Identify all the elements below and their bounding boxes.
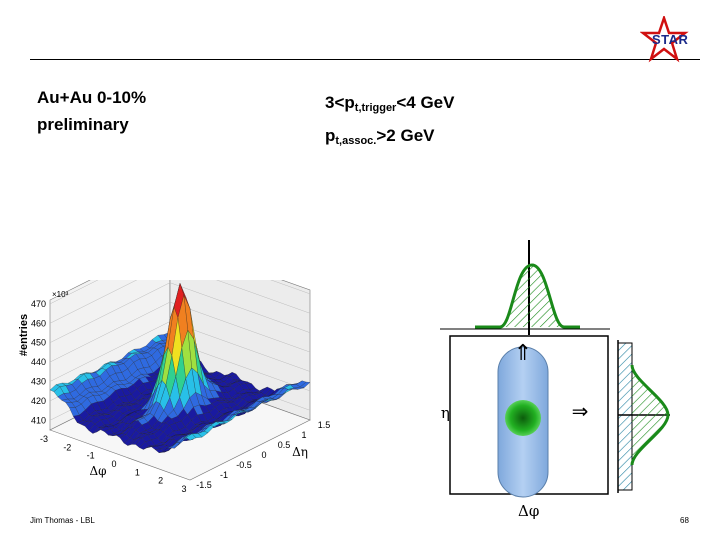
y-tick-label: -1 [220, 470, 228, 480]
z-axis-label: #entries [18, 314, 30, 356]
y-tick-label: 0 [261, 450, 266, 460]
page-number: 68 [680, 516, 689, 525]
z-tick-label: 410 [31, 415, 46, 425]
y-tick-label: -1.5 [196, 480, 212, 490]
phi-side-strip [617, 342, 633, 491]
y-tick-label: 1 [301, 430, 306, 440]
footer-author: Jim Thomas - LBL [30, 516, 95, 525]
z-gridline [49, 280, 311, 324]
z-tick-label: 420 [31, 396, 46, 406]
correlation-schematic-diagram: ⇑ ⇒ Δη Δφ [440, 240, 670, 520]
z-tick-label: 470 [31, 299, 46, 309]
z-tick-label: 430 [31, 376, 46, 386]
x-tick-label: 1 [135, 467, 140, 477]
surface-cell [185, 433, 197, 441]
x-tick-label: 2 [158, 476, 163, 486]
system-label: Au+Au 0-10% [37, 88, 147, 107]
x-axis-label: Δφ [89, 464, 106, 478]
delta-eta-label: Δη [440, 404, 450, 422]
star-logo-text: STAR [652, 32, 689, 47]
trigger-cut-label: 3<pt,trigger<4 GeV [325, 93, 455, 114]
x-tick-label: -2 [63, 442, 71, 452]
z-gridline [49, 280, 311, 305]
y-tick-label: 1.5 [318, 420, 331, 430]
star-logo-icon [640, 16, 689, 63]
z-multiplier-label: ×10³ [52, 290, 69, 299]
delta-phi-label: Δφ [518, 502, 539, 520]
correlation-surface-chart: 410 420 430 440 450 460 470 -3 -2 -1 0 1 2 3 -1.5 -1 -0.… [18, 280, 331, 494]
z-gridline [49, 282, 311, 343]
x-tick-label: -3 [40, 434, 48, 444]
arrow-up-icon: ⇑ [514, 341, 532, 366]
z-tick-label: 440 [31, 357, 46, 367]
phi-projection-peak [632, 365, 668, 465]
jet-peak-core [505, 400, 541, 436]
title-underline [30, 59, 700, 60]
arrow-right-icon: ⇒ [572, 399, 589, 423]
y-tick-label: 0.5 [278, 440, 291, 450]
y-axis-label: Δη [292, 445, 308, 459]
z-tick-label: 460 [31, 318, 46, 328]
x-tick-label: 0 [111, 459, 116, 469]
status-label: preliminary [37, 115, 129, 134]
assoc-cut-label: pt,assoc.>2 GeV [325, 126, 435, 147]
y-tick-label: -0.5 [236, 460, 252, 470]
z-tick-label: 450 [31, 338, 46, 348]
x-tick-label: -1 [87, 451, 95, 461]
z-gridline [49, 301, 311, 363]
x-tick-label: 3 [181, 484, 186, 494]
eta-projection-peak [475, 265, 580, 327]
